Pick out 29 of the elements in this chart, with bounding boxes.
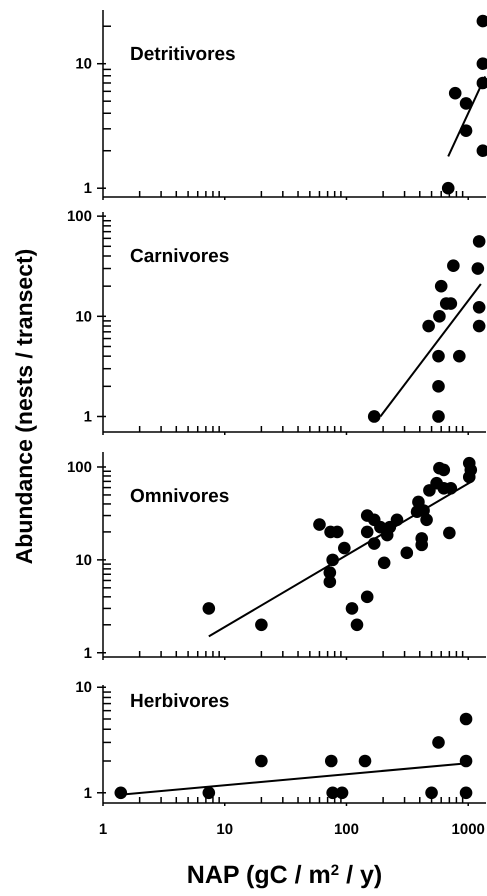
text: Carnivores [130,246,230,267]
point [472,301,486,314]
point [434,280,448,292]
chart-title: Herbivores [130,691,230,712]
x-tick-label: 100 [334,821,359,838]
y-tick-label: 10 [75,552,92,569]
x-tick-label: 10 [216,821,234,838]
x-axis-title: NAP (gC / m$^{2}$ / y) [186,861,382,889]
y-tick-label: 100 [66,458,92,476]
y-tick-label: 1 [84,180,92,198]
x-tick-label: 1000 [452,821,485,838]
point [472,320,486,332]
y-tick-label: 10 [75,679,92,696]
point [432,380,445,393]
text: Omnivores [130,486,230,507]
y-tick-label: 1 [84,644,92,662]
point [432,350,445,362]
y-axis-title: Abundance (nests / transect) [11,248,37,564]
point [432,410,445,423]
y-tick-label: 10 [75,308,92,326]
x-tick-label: 1 [98,821,108,838]
text: Detritivores [130,44,236,65]
point [472,235,486,248]
point [472,262,484,275]
y-tick-label: 1 [84,784,92,802]
y-tick-label: 100 [66,208,92,226]
y-tick-label: 1 [84,408,92,426]
point [433,310,446,323]
y-tick-label: 10 [75,56,92,73]
